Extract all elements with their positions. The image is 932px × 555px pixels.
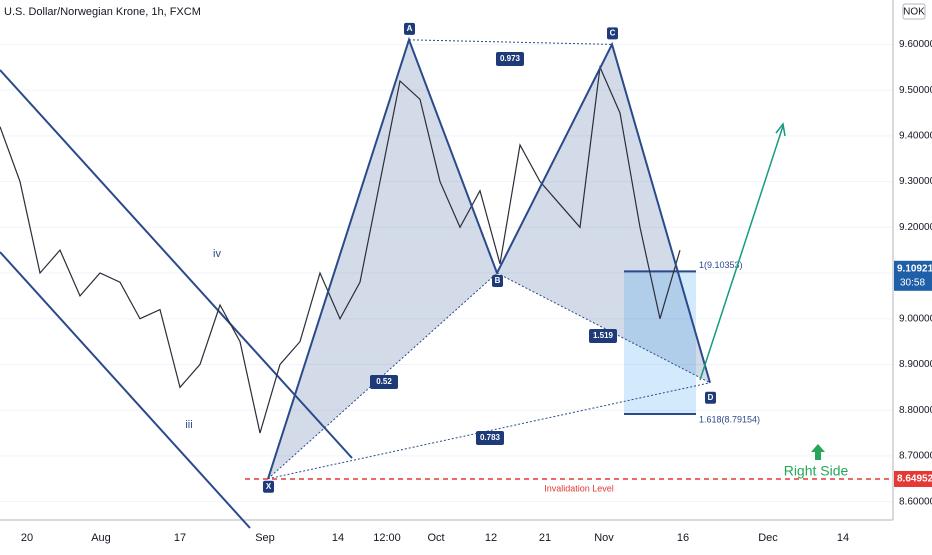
y-tick-label: 9.40000 [899,130,932,141]
current-price-tag [894,260,932,291]
invalidation-price: 8.64952 [897,474,932,485]
x-tick-label: Sep [255,532,275,544]
y-tick-label: 9.60000 [899,39,932,50]
ratio-box [476,431,504,445]
chart-title: U.S. Dollar/Norwegian Krone, 1h, FXCM [4,6,201,18]
y-tick-label: 8.60000 [899,496,932,507]
pattern-point-label: A [407,24,413,33]
current-price: 9.10921 [897,263,932,274]
currency-box [902,3,926,20]
x-tick-label: 17 [174,532,186,544]
pattern-point-box [263,480,274,493]
pattern-bcd [497,44,710,383]
projection-arrowhead [775,122,786,137]
currency: NOK [903,7,925,18]
invalidation-tag [894,470,932,487]
x-tick-label: Nov [594,532,614,544]
x-tick-label: Aug [91,532,111,544]
y-tick-label: 8.80000 [899,405,932,416]
ratio-box [589,329,617,343]
y-tick-label: 9.20000 [899,222,932,233]
pattern-xab [268,39,497,479]
ratio-box [496,52,524,66]
y-tick-label: 8.90000 [899,359,932,370]
ratio-line [408,39,613,45]
pattern-point-box [705,391,716,404]
fib-label: 1(9.10353) [699,260,743,270]
ratio-label: 0.52 [376,377,392,386]
x-tick-label: 14 [332,532,344,544]
y-tick-label: 9.50000 [899,85,932,96]
pattern-point-label: D [708,393,714,402]
x-tick-label: 14 [837,532,849,544]
x-tick-label: Oct [427,532,444,544]
wave-label: iii [185,419,192,431]
wave-label: iv [213,248,221,260]
pattern-point-box [492,275,503,288]
channel-line [0,251,251,529]
pattern-point-box [607,27,618,40]
ratio-line [267,382,711,480]
fib-label: 1.618(8.79154) [699,414,760,424]
y-tick-label: 8.70000 [899,451,932,462]
x-tick-label: 21 [539,532,551,544]
projection-arrow [699,125,784,381]
ratio-label: 1.519 [593,331,614,340]
ratio-label: 0.973 [500,54,521,63]
pattern-point-label: X [266,482,272,491]
up-icon [811,444,825,460]
pattern-point-box [404,22,415,35]
pattern-point-label: C [610,29,616,38]
countdown: 30:58 [900,277,925,288]
price-line [0,65,681,434]
channel-line [0,69,353,459]
x-tick-label: Dec [758,532,778,544]
x-tick-label: 20 [21,532,33,544]
x-tick-label: 12:00 [373,532,401,544]
invalidation-label: Invalidation Level [544,483,614,493]
fib-zone [624,271,696,415]
x-tick-label: 12 [485,532,497,544]
y-tick-label: 9.30000 [899,176,932,187]
pattern-point-label: B [495,276,501,285]
projection-label: Right Side [784,463,849,479]
y-tick-label: 9.00000 [899,313,932,324]
ratio-box [370,375,398,389]
x-tick-label: 16 [677,532,689,544]
ratio-label: 0.783 [480,433,501,442]
